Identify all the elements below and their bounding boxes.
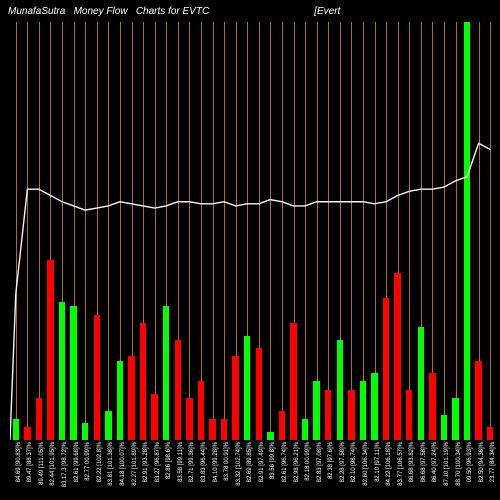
x-axis-label: 82.77 00.99]% [85,442,91,481]
x-axis-label: 82.86 [98.6]% [166,442,172,479]
x-axis-label: 82.10 [97.11]% [375,442,381,482]
x-axis-label: 86.68 [93.82]% [409,442,415,482]
x-axis-label: 84.10 [99.28]% [213,442,219,482]
x-axis-label: 82.60 [106.34]% [363,442,369,486]
x-axis-label: 23.77 [84.34]% [490,442,496,482]
x-axis-label: 82.69 [89.85]% [247,442,253,482]
x-axis-label: 83.81 [101.38]% [108,442,114,486]
x-axis-label: 82.44 [101.95]% [50,442,56,486]
x-axis-label: 82.27 [101.89]% [132,442,138,486]
line-svg [10,22,496,440]
x-axis-label: 86.40 [97.24]% [432,442,438,482]
x-axis-label: 82.18 00.99]% [305,442,311,481]
x-axis-label: 09.50 [96.93]% [467,442,473,482]
x-axis-label: 83.27 [96.87]% [155,442,161,482]
x-axis-label: 84.18 [100.07]% [120,442,126,486]
x-axis-label: 82.38 [97.6]% [328,442,334,479]
x-axis-label: 89.49 [111.05]% [39,442,45,485]
x-axis-label: 84.69 [90.83]% [16,442,22,482]
x-axis-label: 86.68 [97.58]% [421,442,427,482]
x-axis-label: 83.83 [96.44]% [201,442,207,482]
chart-title: MunafaSutra Money Flow Charts for EVTC [… [8,6,492,17]
x-axis-label: 83.32 [102.74]% [236,442,242,486]
x-axis-label: 82.98 [96.21]% [294,442,300,482]
x-axis-label: 82.50 [94.36]% [479,442,485,482]
plot-area [10,22,496,440]
x-axis-label: 82.83 [97.08]% [317,442,323,482]
x-axis-label: 82.71 [99.36]% [189,442,195,482]
x-axis-label: 88.70 [100.34]% [456,442,462,486]
x-axis-label: 82.91 [97.49]% [259,442,265,482]
x-axis-label: 83.77 [106.57]% [398,442,404,486]
x-axis-label: 89.47 [88.37]% [27,442,33,482]
x-axis: 84.69 [90.83]% 89.47 [88.37]% 89.49 [111.0… [10,440,496,500]
x-axis-label: 82.91 [93.28]% [143,442,149,482]
x-axis-label: 82.61 [99.68]% [74,442,80,482]
money-flow-chart: MunafaSutra Money Flow Charts for EVTC [… [0,0,500,500]
x-axis-label: 84.22 [106.18]% [386,442,392,486]
x-axis-label: 82.28 [97.58]% [340,442,346,482]
x-axis-label: 83.78 00.91]% [224,442,230,481]
title-left: MunafaSutra Money Flow Charts for EVTC [8,6,209,17]
x-axis-label: 87.10 [101.19]% [444,442,450,486]
trend-line-lead [10,294,16,440]
x-axis-label: 83.58 [99.11]% [178,442,184,482]
x-axis-label: 82.10 [98.74]% [351,442,357,482]
line-layer [10,22,496,440]
x-axis-label: 82.22 [102.8]% [97,442,103,482]
trend-line [16,143,490,293]
x-axis-label: 83.17.3 [98.72]% [62,442,68,487]
title-mid: [Evert [314,6,340,17]
x-axis-label: 82.61 [96.74]% [282,442,288,482]
x-axis-label: 83.56 [99.8]% [270,442,276,479]
